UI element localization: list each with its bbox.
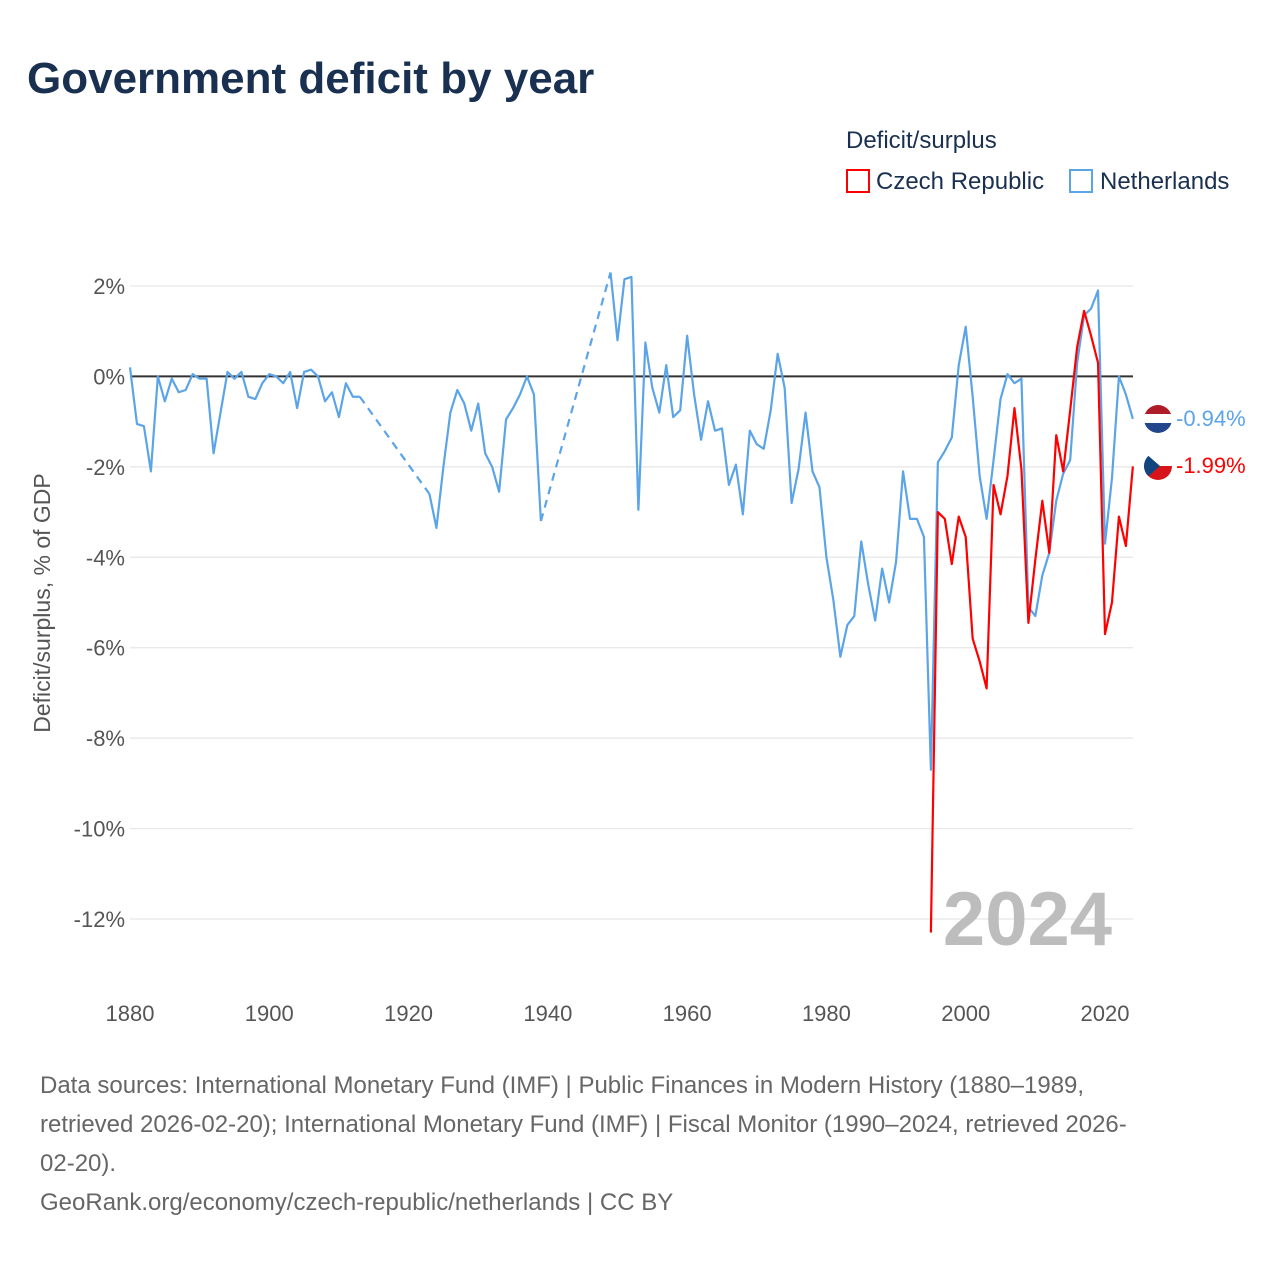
legend-item-netherlands[interactable]: Netherlands (1069, 168, 1229, 195)
x-tick-label: 2000 (941, 1001, 990, 1026)
y-tick-label: -8% (86, 726, 125, 751)
x-tick-label: 1980 (802, 1001, 851, 1026)
x-tick-label: 1900 (245, 1001, 294, 1026)
legend-label-czech: Czech Republic (876, 168, 1044, 195)
footer: Data sources: International Monetary Fun… (40, 1072, 1127, 1216)
series-czech-republic (929, 309, 1134, 933)
line-segment-netherlands (609, 272, 1134, 771)
y-tick-label: 0% (93, 364, 125, 389)
gap-dashed-netherlands (539, 272, 612, 522)
y-axis-ticks: 2% 0% -2% -4% -6% -8% -10% -12% (74, 274, 125, 932)
gap-dashed-netherlands (358, 396, 431, 495)
footer-source-line-1: Data sources: International Monetary Fun… (40, 1072, 1084, 1099)
end-label-czech: -1.99% (1144, 452, 1246, 480)
series-netherlands (128, 272, 1134, 771)
legend-swatch-czech (846, 169, 870, 193)
x-axis-ticks: 1880 1900 1920 1940 1960 1980 2000 2020 (106, 1001, 1130, 1026)
line-segment-netherlands (128, 367, 360, 473)
y-tick-label: 2% (93, 274, 125, 299)
y-axis-label: Deficit/surplus, % of GDP (29, 473, 55, 732)
x-tick-label: 1880 (106, 1001, 155, 1026)
end-label-netherlands: -0.94% (1144, 405, 1246, 433)
year-watermark: 2024 (943, 877, 1112, 962)
legend-label-netherlands: Netherlands (1100, 168, 1229, 195)
legend-swatch-netherlands (1069, 169, 1093, 193)
legend: Deficit/surplus Czech Republic Netherlan… (846, 127, 1229, 195)
footer-credit-link[interactable]: GeoRank.org/economy/czech-republic/nethe… (40, 1189, 673, 1216)
series-lines (128, 272, 1134, 933)
chart-title: Government deficit by year (27, 54, 594, 103)
y-tick-label: -2% (86, 455, 125, 480)
x-tick-label: 1940 (523, 1001, 572, 1026)
gridlines (130, 285, 1133, 920)
line-segment-czech-republic (929, 309, 1134, 933)
footer-source-line-3: 02-20). (40, 1150, 116, 1177)
y-tick-label: -10% (74, 817, 125, 842)
end-value-czech: -1.99% (1176, 453, 1246, 478)
y-tick-label: -6% (86, 636, 125, 661)
netherlands-flag-icon (1144, 405, 1172, 433)
y-tick-label: -12% (74, 907, 125, 932)
footer-source-line-2: retrieved 2026-02-20); International Mon… (40, 1111, 1127, 1138)
x-tick-label: 1920 (384, 1001, 433, 1026)
legend-item-czech-republic[interactable]: Czech Republic (846, 168, 1044, 195)
legend-title: Deficit/surplus (846, 127, 997, 154)
czech-flag-icon (1144, 452, 1172, 480)
line-segment-netherlands (428, 375, 542, 529)
x-tick-label: 1960 (663, 1001, 712, 1026)
y-tick-label: -4% (86, 545, 125, 570)
end-value-netherlands: -0.94% (1176, 406, 1246, 431)
x-tick-label: 2020 (1081, 1001, 1130, 1026)
